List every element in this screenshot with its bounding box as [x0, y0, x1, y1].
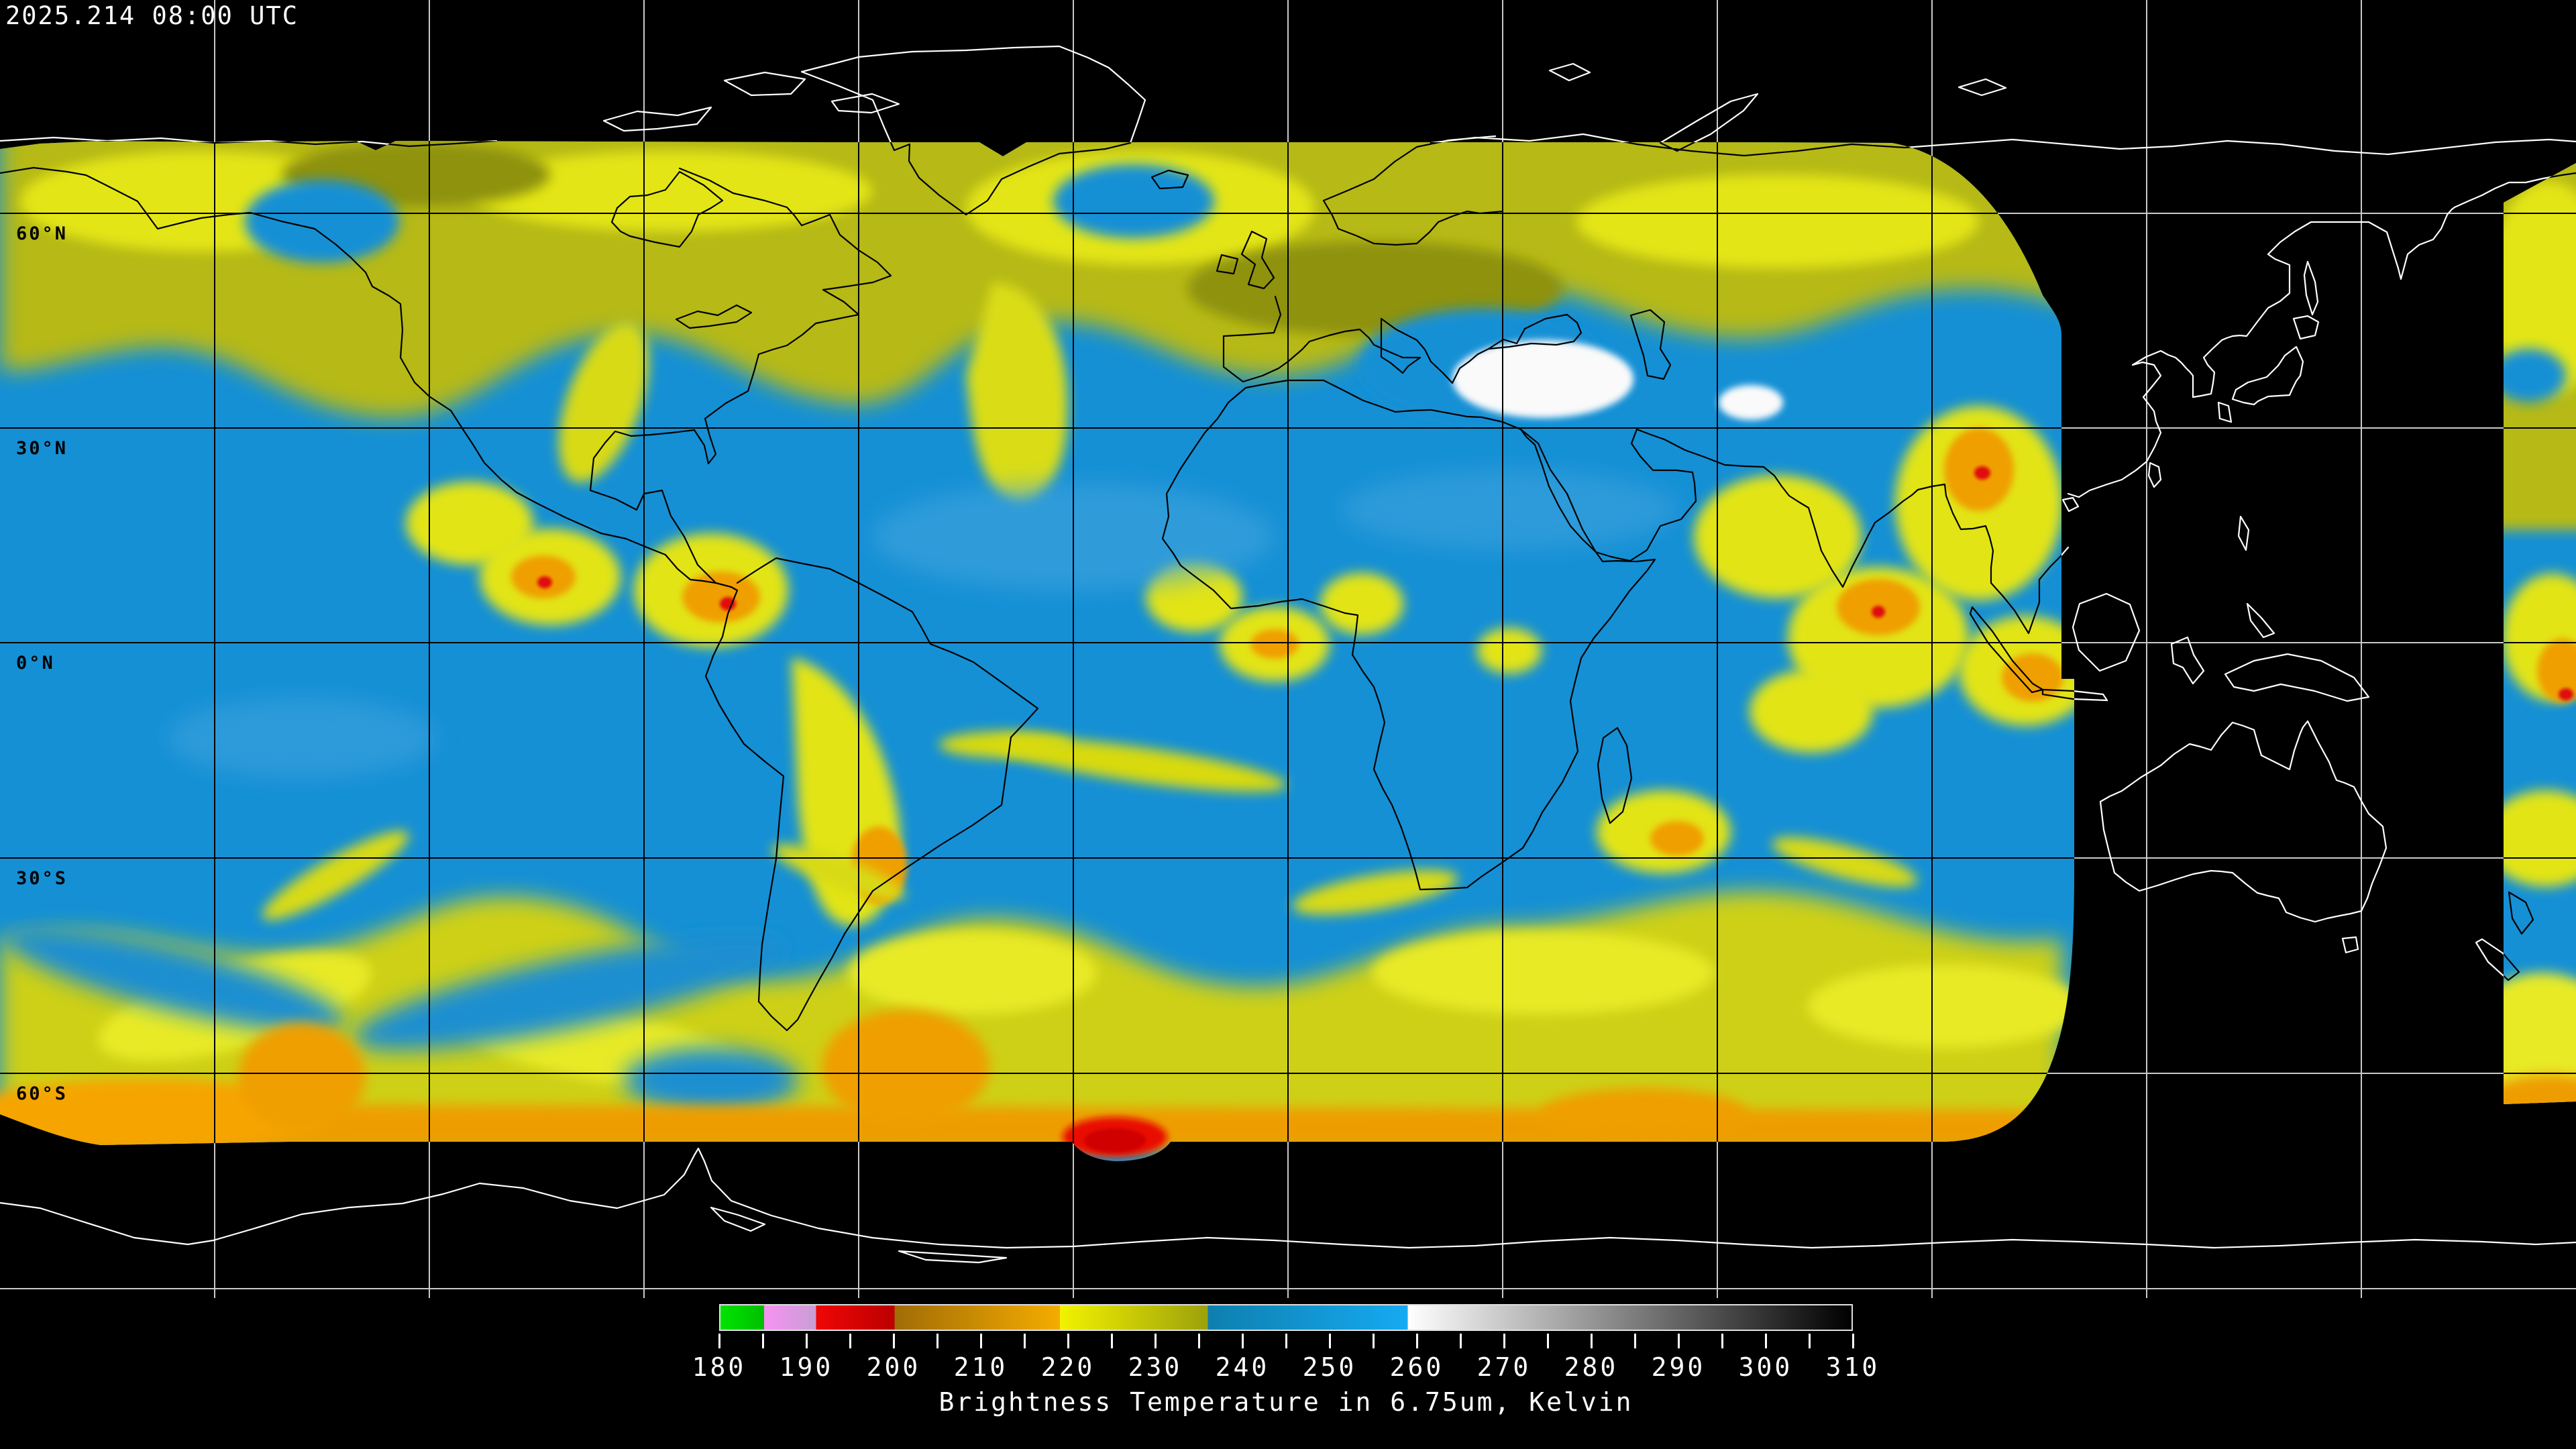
colorbar-tick — [1721, 1334, 1723, 1348]
colorbar-tick-label: 270 — [1477, 1352, 1532, 1382]
convection-indian — [1694, 475, 1862, 598]
colorbar-tick-label: 190 — [779, 1352, 834, 1382]
white-warm-patch — [1452, 340, 1633, 418]
convection-core-red — [1974, 466, 1990, 480]
colorbar-tick-label: 220 — [1040, 1352, 1095, 1382]
lat-label-30s: 30°S — [16, 868, 68, 889]
blue-gulf-alaska — [245, 180, 399, 263]
colorbar-tick — [1155, 1334, 1157, 1348]
colorbar-tick — [1634, 1334, 1636, 1348]
colorbar-tick — [718, 1334, 720, 1348]
itcz-streak — [994, 737, 1287, 792]
colorbar-tick — [1023, 1334, 1026, 1348]
atlantic-plume — [966, 282, 1068, 500]
convection-core-red — [537, 576, 552, 588]
colorbar-tick — [1110, 1334, 1113, 1348]
colorbar-tick — [1460, 1334, 1462, 1348]
convection-core-orange — [2002, 653, 2063, 702]
orange-patch — [1540, 1088, 1748, 1139]
colorbar-tick-label: 300 — [1738, 1352, 1793, 1382]
convection-core-orange — [1250, 629, 1299, 659]
strip-yellow — [2489, 181, 2576, 396]
orange-patch — [822, 1010, 989, 1124]
colorbar-caption: Brightness Temperature in 6.75um, Kelvin — [938, 1387, 1633, 1417]
colorbar-tick-label: 280 — [1564, 1352, 1619, 1382]
swirl-hook — [262, 830, 409, 920]
colorbar-tick — [805, 1334, 808, 1348]
blue-channel — [354, 935, 787, 1051]
convection-core-red — [1872, 606, 1885, 618]
colorbar-tick — [980, 1334, 982, 1348]
colorbar-tick — [1328, 1334, 1331, 1348]
colorbar-tick — [1198, 1334, 1200, 1348]
colorbar-tick — [849, 1334, 851, 1348]
convection-indian — [1750, 669, 1873, 753]
strip-convection-red — [2559, 688, 2573, 700]
front-filament — [558, 323, 649, 482]
convection-core-orange — [1650, 821, 1704, 856]
convection-africa — [1477, 628, 1542, 674]
strip-yellow — [2485, 790, 2576, 887]
colorbar-tick — [1242, 1334, 1244, 1348]
timestamp: 2025.214 08:00 UTC — [5, 1, 299, 30]
itcz-streak — [939, 731, 1073, 758]
convection-africa — [1320, 573, 1403, 635]
colorbar-tick — [1067, 1334, 1069, 1348]
southern-swirl — [849, 931, 1097, 1014]
convection-core-red — [720, 597, 736, 610]
colorbar-tick — [1547, 1334, 1549, 1348]
colorbar-tick — [1285, 1334, 1287, 1348]
lat-label-0n: 0°N — [16, 653, 55, 674]
orange-patch — [238, 1023, 366, 1130]
colorbar-tick-label: 240 — [1215, 1352, 1270, 1382]
colorbar-gradient — [719, 1304, 1853, 1331]
colorbar-tick — [1852, 1334, 1854, 1348]
southern-swirl — [1808, 965, 2083, 1048]
colorbar-tick-label: 200 — [866, 1352, 921, 1382]
pale-blue-wisp — [168, 698, 436, 778]
blue-channel — [624, 1048, 798, 1112]
colorbar-tick-label: 180 — [692, 1352, 747, 1382]
colorbar-tick — [1765, 1334, 1767, 1348]
colorbar-tick-label: 210 — [953, 1352, 1008, 1382]
orange-patch — [0, 1079, 329, 1148]
blue-channel — [5, 927, 344, 1032]
yellow-streak — [1576, 174, 1979, 268]
yellow-streak — [470, 151, 872, 231]
blue-greenland-gap — [1053, 164, 1214, 238]
colorbar-tick-label: 290 — [1651, 1352, 1706, 1382]
colorbar-tick-label: 250 — [1302, 1352, 1357, 1382]
white-warm-patch-small — [1719, 385, 1783, 420]
swirl-hook — [1292, 869, 1458, 915]
colorbar-tick — [936, 1334, 938, 1348]
pale-blue-wisp — [1342, 470, 1677, 550]
colorbar-legend: 180 190 200 210 220 230 240 250 260 270 280 290 300 3… — [692, 1304, 1877, 1438]
strip-convection-orange — [2537, 639, 2576, 703]
colorbar-tick — [1809, 1334, 1811, 1348]
convection-core-orange — [682, 572, 760, 623]
colorbar-tick — [761, 1334, 764, 1348]
colorbar-tick — [1678, 1334, 1680, 1348]
colorbar-tick — [1503, 1334, 1505, 1348]
lat-label-30n: 30°N — [16, 438, 68, 459]
lat-label-60s: 60°S — [16, 1083, 68, 1104]
colorbar-tick-label: 260 — [1389, 1352, 1444, 1382]
swirl-hook — [1772, 837, 1918, 888]
strip-convection — [2502, 574, 2576, 701]
strip-blue-gap — [2492, 349, 2566, 402]
colorbar-tick — [1415, 1334, 1418, 1348]
red-cold-core — [1084, 1128, 1146, 1152]
colorbar-tick-label: 310 — [1825, 1352, 1880, 1382]
colorbar-tick — [1591, 1334, 1593, 1348]
colorbar-tick — [1373, 1334, 1375, 1348]
southern-swirl — [1372, 931, 1714, 1014]
colorbar-tick — [892, 1334, 895, 1348]
colorbar-tick-label: 230 — [1128, 1352, 1183, 1382]
lat-label-60n: 60°N — [16, 223, 68, 244]
